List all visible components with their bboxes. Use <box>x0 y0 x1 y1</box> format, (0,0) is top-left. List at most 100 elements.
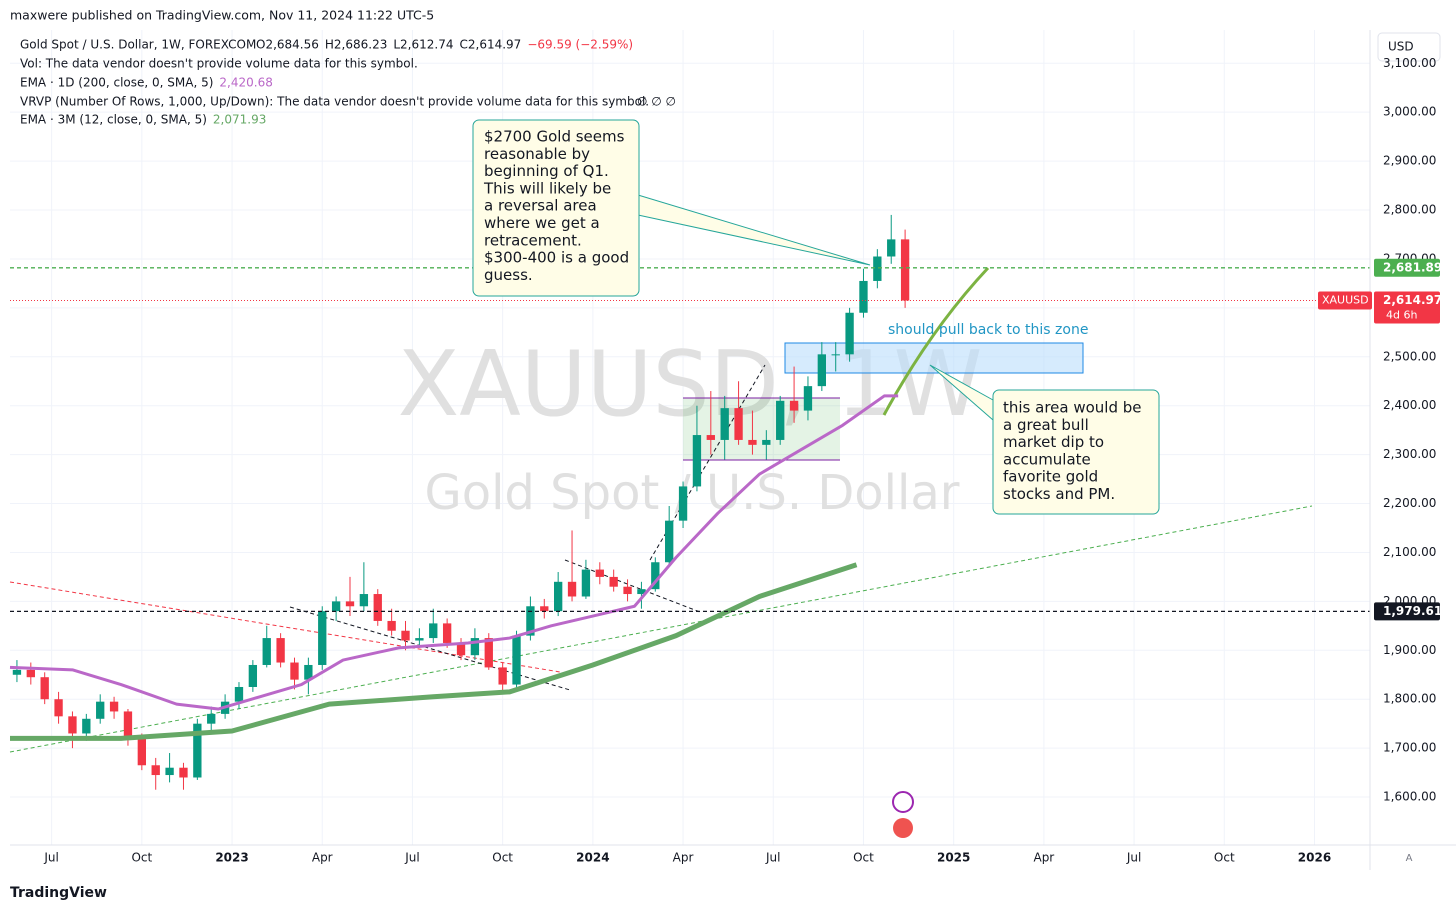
candle-body <box>720 408 729 440</box>
candle-body <box>887 239 896 257</box>
candle-body <box>248 664 258 687</box>
candle-body <box>817 354 826 387</box>
x-tick-label: Oct <box>1214 851 1235 865</box>
callout-line: a great bull <box>1003 416 1089 434</box>
footer-logo: TradingView <box>10 885 107 901</box>
countdown: 4d 6h <box>1386 309 1417 322</box>
candle-body <box>900 239 910 301</box>
candle-body <box>82 718 91 734</box>
candle-body <box>137 738 146 766</box>
currency[interactable]: USD <box>1388 40 1414 54</box>
x-tick-label: 2025 <box>937 851 970 865</box>
indicator-line <box>10 562 858 741</box>
callout-line: this area would be <box>1003 399 1142 417</box>
candle-body <box>789 400 799 411</box>
candle-body <box>470 638 480 656</box>
x-tick-label: Jul <box>404 851 419 865</box>
x-tick-label: Oct <box>492 851 513 865</box>
candle-body <box>706 435 715 440</box>
callout-line: beginning of Q1. <box>484 162 609 180</box>
y-tick-label: 2,500.00 <box>1383 349 1436 363</box>
range-box <box>683 398 840 460</box>
candle-body <box>831 354 840 356</box>
y-tick-label: 2,400.00 <box>1383 398 1436 412</box>
callout-line: $2700 Gold seems <box>484 128 625 146</box>
legend-icons: ∅ ∅ ∅ <box>637 95 676 109</box>
x-tick-label: Oct <box>131 851 152 865</box>
candle-body <box>748 439 757 445</box>
legend-ohlc: H2,686.23 <box>325 38 387 52</box>
y-tick-label: 1,800.00 <box>1383 692 1436 706</box>
candle-body <box>54 699 63 717</box>
candle-body <box>429 623 438 639</box>
trendline <box>9 581 561 673</box>
candle-body <box>776 400 785 440</box>
y-tick-label: 2,800.00 <box>1383 203 1436 217</box>
x-tick-label: Oct <box>853 851 874 865</box>
plot <box>9 214 1370 790</box>
candle-body <box>401 630 410 641</box>
candle-body <box>609 576 618 587</box>
callout-line: stocks and PM. <box>1003 485 1115 503</box>
candle-body <box>595 569 604 577</box>
callout-line: a reversal area <box>484 197 597 215</box>
publisher: maxwere published on TradingView.com, No… <box>10 8 434 23</box>
legend-ohlc: O2,684.56 <box>256 38 319 52</box>
candle-body <box>803 386 813 411</box>
zone-label: should pull back to this zone <box>888 322 1088 338</box>
candle-body <box>540 606 549 612</box>
candle-body <box>234 686 244 702</box>
x-tick-label: Apr <box>1033 851 1054 865</box>
legend-vol: Vol: The data vendor doesn't provide vol… <box>20 57 418 71</box>
candle-body <box>623 586 632 595</box>
candle-body <box>123 711 133 739</box>
auto-scale[interactable]: A <box>1406 853 1413 864</box>
candle-body <box>442 623 452 643</box>
candle-body <box>484 638 493 668</box>
event-icon[interactable] <box>892 791 914 813</box>
candle-body <box>151 765 160 776</box>
candle-body <box>359 594 369 607</box>
x-tick-label: 2026 <box>1298 851 1331 865</box>
level-label: 1,979.61 <box>1383 604 1442 618</box>
candle-body <box>762 439 771 445</box>
price-badge <box>1374 291 1440 324</box>
candle-body <box>304 664 313 680</box>
y-tick-label: 1,700.00 <box>1383 741 1436 755</box>
candle-body <box>276 638 285 663</box>
candle-body <box>373 594 382 621</box>
watermark-subtitle: Gold Spot / U.S. Dollar <box>425 465 960 521</box>
candle-body <box>678 486 688 521</box>
candle-body <box>262 638 271 665</box>
callout <box>472 119 640 297</box>
legend: Gold Spot / U.S. Dollar, 1W, FOREXCOM O2,… <box>20 38 633 127</box>
event-icon[interactable] <box>893 818 913 838</box>
candle-body <box>734 408 743 440</box>
y-tick-label: 2,200.00 <box>1383 496 1436 510</box>
y-tick-label: 2,100.00 <box>1383 545 1436 559</box>
candle-body <box>845 312 854 355</box>
x-tick-label: Apr <box>312 851 333 865</box>
callout-line: favorite gold <box>1003 468 1098 486</box>
candle-body <box>207 713 216 724</box>
candle-body <box>554 581 563 612</box>
candle-body <box>651 562 660 590</box>
candle-body <box>96 701 105 719</box>
currency-button[interactable] <box>1377 32 1441 62</box>
candle-body <box>290 662 299 680</box>
legend-indicator: EMA · 3M (12, close, 0, SMA, 5) <box>20 113 207 127</box>
legend-symbol: Gold Spot / U.S. Dollar, 1W, FOREXCOM <box>20 38 256 52</box>
symbol-label: XAUUSD <box>1322 294 1369 307</box>
callout <box>992 389 1160 515</box>
candle-body <box>40 677 49 700</box>
y-tick-label: 2,300.00 <box>1383 447 1436 461</box>
legend-indicator: EMA · 1D (200, close, 0, SMA, 5) <box>20 76 213 90</box>
legend-indicator-value: 2,420.68 <box>219 76 272 90</box>
y-tick-label: 1,900.00 <box>1383 643 1436 657</box>
price-label: 2,614.97 <box>1383 293 1442 307</box>
candle-body <box>512 635 521 685</box>
